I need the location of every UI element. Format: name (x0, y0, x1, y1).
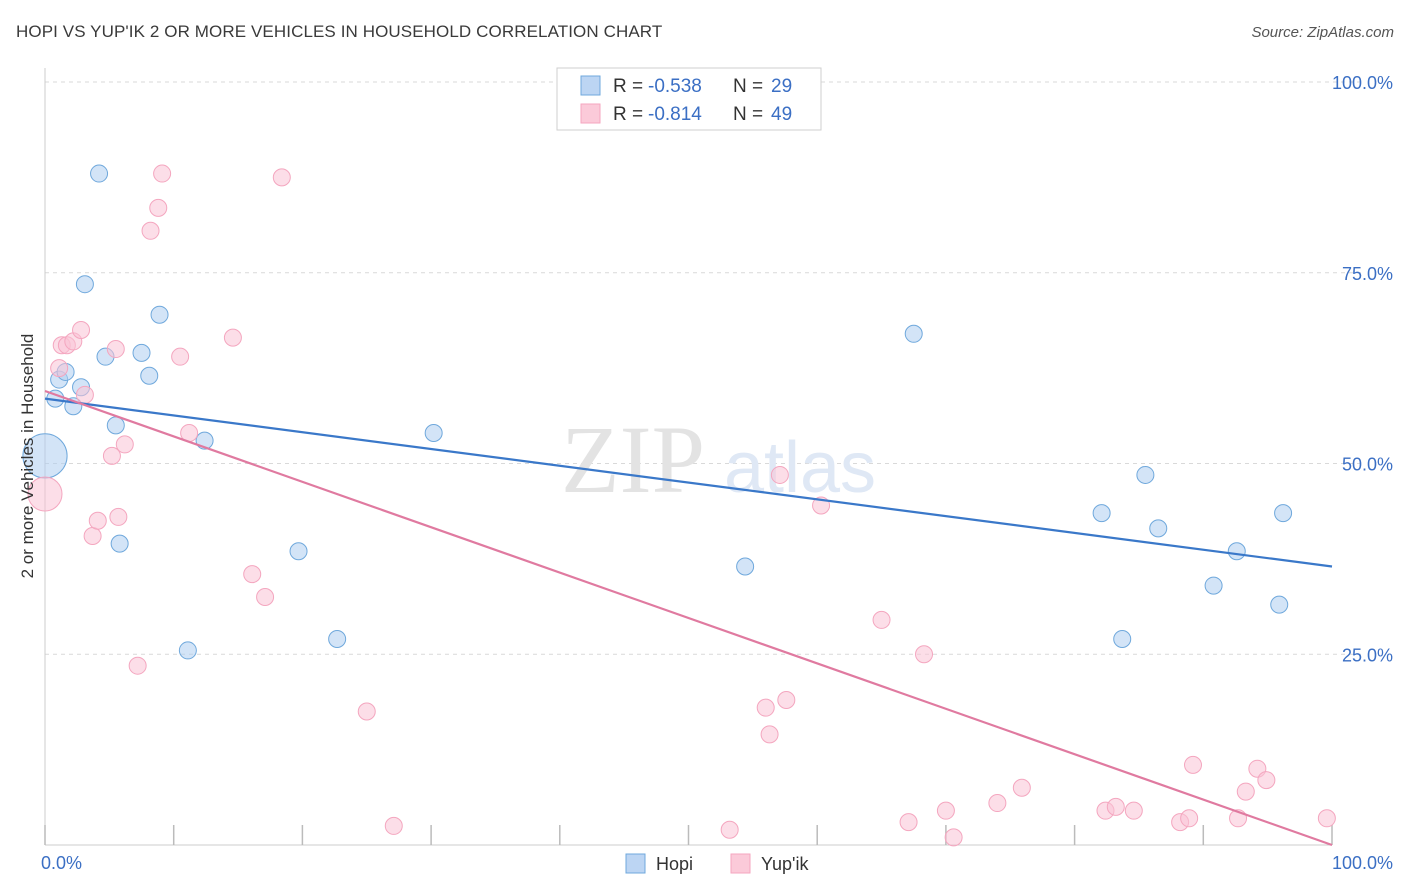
hopi-point-7 (90, 164, 109, 183)
stats-legend: R = -0.538 N = 29 R = -0.814 N = 49 (556, 67, 822, 131)
yupik-point-26 (756, 698, 775, 717)
trend-lines (44, 389, 1333, 847)
bottom-legend-yupik-label: Yup'ik (761, 854, 809, 874)
hopi-point-23 (1136, 465, 1155, 484)
hopi-point-26 (1227, 542, 1246, 561)
watermark-atlas: atlas (724, 428, 876, 508)
yupik-point-36 (988, 794, 1007, 813)
legend-yupik-n-label: N = (733, 104, 763, 125)
hopi-point-28 (1274, 504, 1293, 523)
yupik-point-27 (760, 725, 779, 744)
yupik-point-0 (27, 476, 63, 512)
yupik-point-23 (357, 702, 376, 721)
yupik-point-39 (1106, 797, 1125, 816)
hopi-point-25 (1204, 576, 1223, 595)
yupik-point-33 (915, 645, 934, 664)
hopi-points (22, 164, 1293, 660)
hopi-trend-line (44, 397, 1333, 568)
yupik-point-1 (50, 359, 69, 378)
legend-hopi-r-label: R = (613, 76, 643, 97)
bottom-legend-hopi-label: Hopi (656, 854, 693, 874)
y-tick-label-0: 25.0% (1342, 645, 1393, 665)
x-tick-label-0: 0.0% (41, 853, 82, 873)
hopi-point-16 (289, 542, 308, 561)
yupik-point-22 (272, 168, 291, 187)
yupik-point-5 (72, 320, 91, 339)
yupik-point-7 (83, 526, 102, 545)
legend-yupik-r-value: -0.814 (648, 104, 702, 125)
hopi-point-6 (75, 275, 94, 294)
yupik-point-17 (171, 347, 190, 366)
yupik-point-43 (1184, 755, 1203, 774)
hopi-point-22 (1113, 629, 1132, 648)
yupik-trend-line (44, 389, 1333, 847)
yupik-point-20 (243, 565, 262, 584)
legend-yupik-swatch (580, 103, 601, 124)
yupik-point-48 (1317, 809, 1336, 828)
source-label: Source: ZipAtlas.com (1251, 24, 1394, 41)
yupik-point-28 (770, 465, 789, 484)
yupik-points (27, 164, 1336, 847)
legend-yupik-r-label: R = (613, 104, 643, 125)
tick-labels: 25.0% 50.0% 75.0% 100.0% 0.0% 100.0% (41, 73, 1393, 873)
watermark: ZIP atlas (561, 406, 876, 513)
yupik-point-8 (88, 511, 107, 530)
hopi-point-24 (1149, 519, 1168, 538)
y-tick-label-2: 75.0% (1342, 264, 1393, 284)
yupik-point-45 (1236, 782, 1255, 801)
yupik-point-34 (936, 801, 955, 820)
series-legend: Hopi Yup'ik (625, 853, 809, 874)
legend-hopi-swatch (580, 75, 601, 96)
bottom-legend-hopi-swatch (625, 853, 646, 874)
y-tick-label-3: 100.0% (1332, 73, 1393, 93)
hopi-point-21 (1092, 504, 1111, 523)
hopi-point-13 (150, 305, 169, 324)
bottom-legend-yupik-swatch (730, 853, 751, 874)
yupik-point-6 (75, 385, 94, 404)
legend-hopi-n-label: N = (733, 76, 763, 97)
hopi-point-9 (106, 416, 125, 435)
hopi-point-11 (132, 343, 151, 362)
yupik-point-15 (149, 198, 168, 217)
yupik-point-31 (872, 610, 891, 629)
watermark-zip: ZIP (561, 406, 705, 513)
hopi-point-19 (736, 557, 755, 576)
yupik-point-12 (115, 435, 134, 454)
legend-hopi-r-value: -0.538 (648, 76, 702, 97)
legend-hopi-n-value: 29 (771, 76, 792, 97)
y-tick-label-1: 50.0% (1342, 455, 1393, 475)
legend-yupik-n-value: 49 (771, 104, 792, 125)
yupik-point-14 (141, 221, 160, 240)
yupik-point-37 (1012, 778, 1031, 797)
yupik-point-32 (899, 813, 918, 832)
yupik-point-11 (109, 507, 128, 526)
hopi-point-17 (328, 629, 347, 648)
gridlines (45, 81, 1362, 655)
x-tick-label-1: 100.0% (1332, 853, 1393, 873)
yupik-point-47 (1257, 771, 1276, 790)
y-axis-label: 2 or more Vehicles in Household (18, 334, 37, 579)
hopi-point-12 (140, 366, 159, 385)
hopi-point-10 (110, 534, 129, 553)
yupik-point-19 (223, 328, 242, 347)
yupik-point-21 (256, 588, 275, 607)
hopi-point-14 (178, 641, 197, 660)
yupik-point-35 (944, 828, 963, 847)
yupik-point-29 (777, 691, 796, 710)
yupik-point-40 (1124, 801, 1143, 820)
yupik-point-13 (128, 656, 147, 675)
yupik-point-10 (106, 340, 125, 359)
hopi-point-27 (1270, 595, 1289, 614)
hopi-point-20 (904, 324, 923, 343)
chart-title: HOPI VS YUP'IK 2 OR MORE VEHICLES IN HOU… (16, 22, 663, 41)
yupik-point-42 (1180, 809, 1199, 828)
yupik-point-25 (720, 820, 739, 839)
yupik-point-16 (153, 164, 172, 183)
yupik-point-9 (102, 446, 121, 465)
hopi-point-18 (424, 423, 443, 442)
yupik-point-24 (384, 816, 403, 835)
